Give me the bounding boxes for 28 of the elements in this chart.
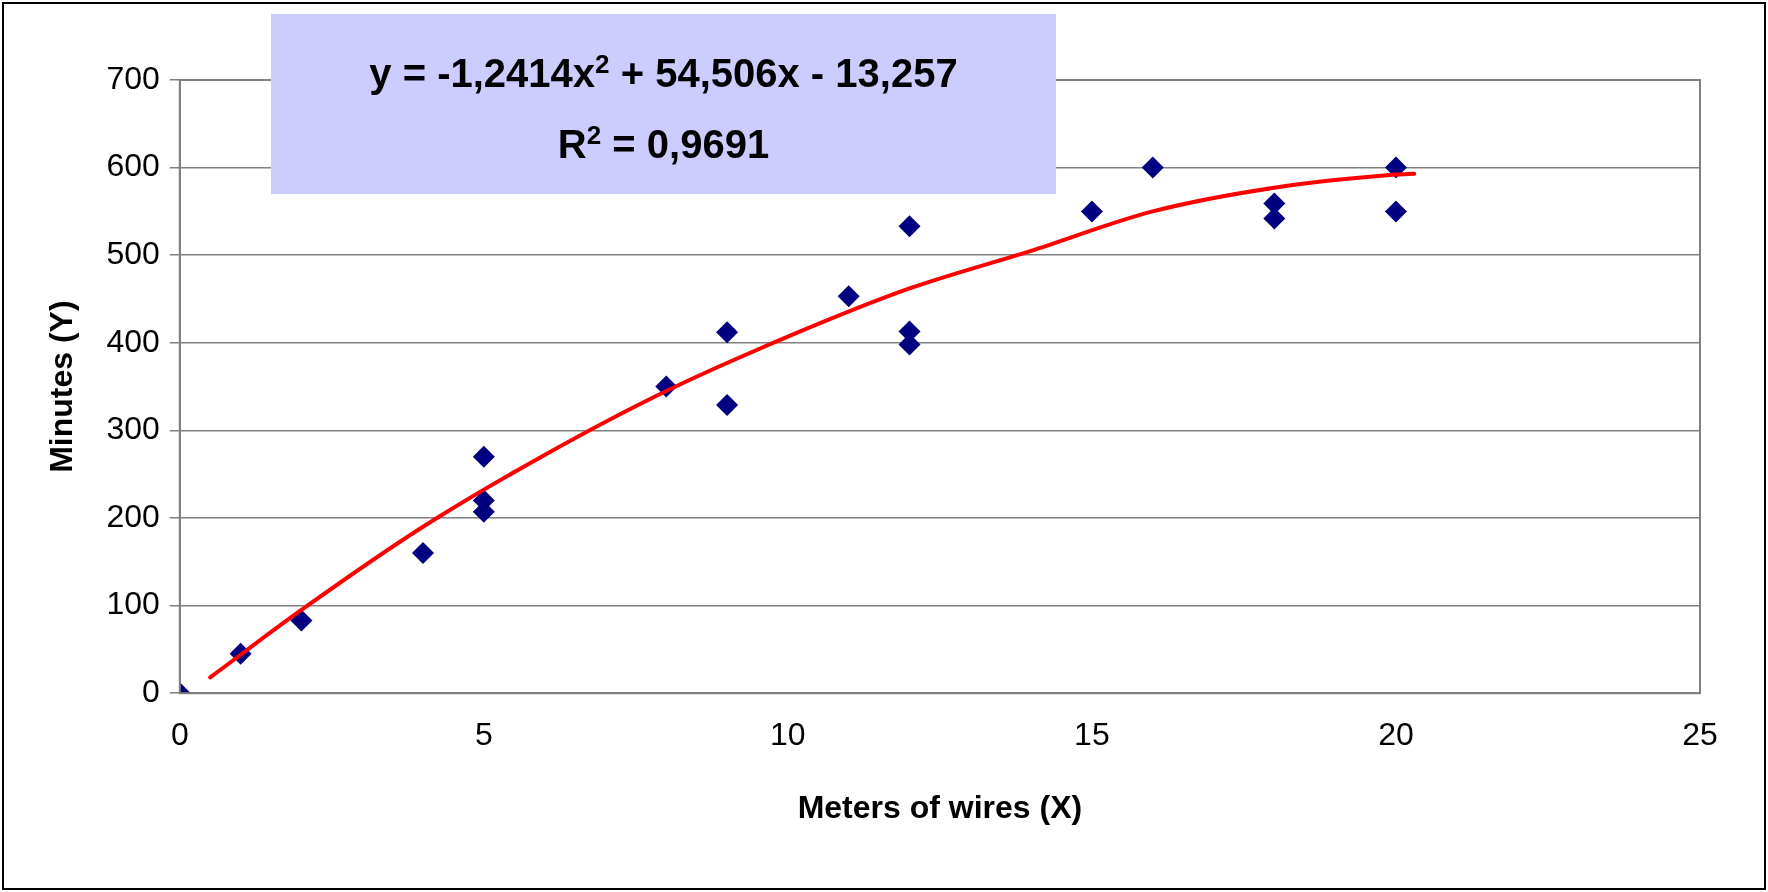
annotation: R$^{2}$ = 0,9691 [556,119,771,169]
point [412,542,435,565]
x-tick-label: 0 [170,716,189,753]
y-tick-label: 400 [106,322,160,359]
point [837,285,860,308]
point [898,215,921,238]
y-axis-title: Minutes (Y) [43,300,80,473]
y-tick-label: 100 [106,585,160,622]
y-tick-label: 300 [106,410,160,447]
y-tick-label: 600 [106,147,160,184]
point [1384,200,1407,223]
point [1141,156,1164,179]
point [716,394,739,416]
point [472,445,495,468]
point [716,321,739,344]
equation-box: y = -1,2414x$^{2}$ + 54,506x - 13,257 R$^{2}$ = 0,9691 [271,14,1056,194]
y-tick-label: 200 [106,497,160,534]
y-tick-label: 700 [106,59,160,96]
x-tick-label: 20 [1378,716,1414,753]
y-tick-label: 500 [106,235,160,272]
point [1080,200,1103,223]
x-tick-label: 5 [474,716,493,753]
x-tick-label: 15 [1074,716,1110,753]
x-tick-label: 25 [1682,716,1718,753]
x-tick-label: 10 [770,716,806,753]
y-tick-label: 0 [141,673,160,710]
x-axis-title: Meters of wires (X) [797,788,1083,825]
annotation: y = -1,2414x$^{2}$ + 54,506x - 13,257 [368,47,959,97]
